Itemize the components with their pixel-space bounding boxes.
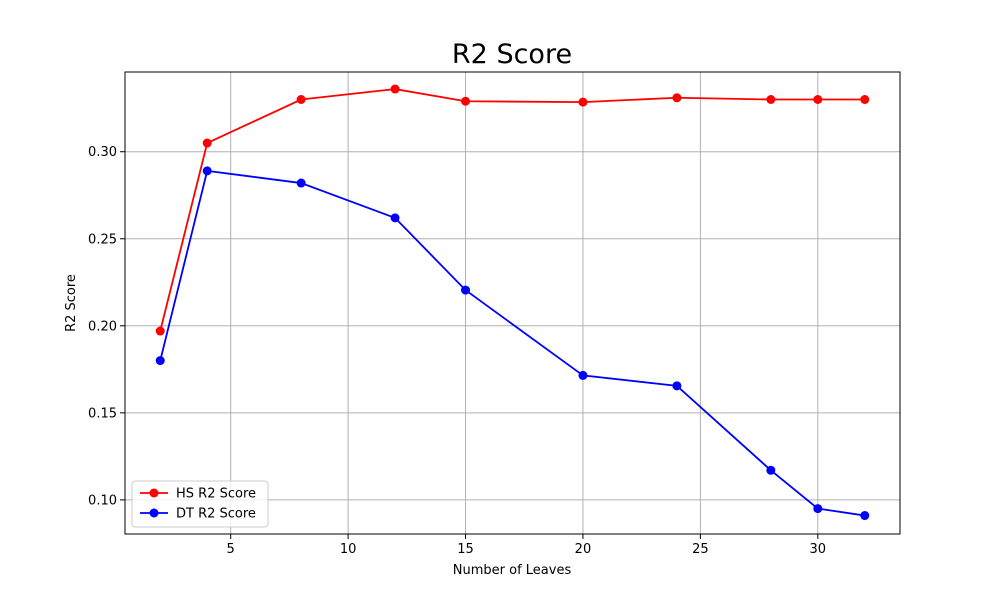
data-point	[672, 93, 682, 103]
data-point	[860, 95, 870, 105]
y-tick-label: 0.25	[88, 232, 117, 247]
y-tick-label: 0.10	[88, 493, 117, 508]
data-point	[202, 138, 212, 148]
data-point	[390, 213, 400, 223]
plot-frame	[124, 71, 901, 535]
series-0	[155, 84, 870, 336]
legend: HS R2 Score DT R2 Score	[131, 480, 269, 528]
grid	[125, 72, 900, 534]
data-point	[155, 326, 165, 336]
legend-marker	[149, 488, 159, 498]
series-line	[159, 88, 865, 332]
y-tick-label: 0.20	[88, 319, 117, 334]
data-point	[672, 381, 682, 391]
data-point	[578, 370, 588, 380]
data-point	[296, 178, 306, 188]
data-point	[296, 95, 306, 105]
data-point	[813, 504, 823, 514]
data-point	[813, 95, 823, 105]
ticks: 5 10 15 20 25 30 0.10 0.15 0.20 0.25 0.30	[88, 145, 826, 557]
x-tick-label: 20	[575, 542, 592, 557]
data-point	[578, 97, 588, 107]
data-point	[766, 95, 776, 105]
data-point	[461, 96, 471, 106]
y-axis-label: R2 Score	[64, 274, 79, 332]
series-line	[159, 169, 865, 517]
legend-label: DT R2 Score	[176, 507, 256, 522]
x-tick-label: 30	[810, 542, 827, 557]
data-point	[202, 166, 212, 176]
legend-item: HS R2 Score	[140, 487, 256, 502]
y-tick-label: 0.15	[88, 406, 117, 421]
x-tick-label: 15	[457, 542, 474, 557]
x-axis-label: Number of Leaves	[453, 563, 572, 578]
legend-marker	[149, 508, 159, 518]
data-point	[155, 356, 165, 366]
y-tick-label: 0.30	[88, 145, 117, 160]
x-tick-label: 10	[340, 542, 357, 557]
x-tick-label: 5	[227, 542, 235, 557]
data-point	[461, 285, 471, 295]
legend-item: DT R2 Score	[140, 507, 256, 522]
data-point	[766, 465, 776, 475]
chart-title: R2 Score	[452, 39, 572, 70]
series-1	[155, 166, 870, 521]
series-layer	[155, 84, 870, 521]
legend-label: HS R2 Score	[176, 487, 256, 502]
x-tick-label: 25	[692, 542, 709, 557]
data-point	[860, 511, 870, 521]
data-point	[390, 84, 400, 94]
